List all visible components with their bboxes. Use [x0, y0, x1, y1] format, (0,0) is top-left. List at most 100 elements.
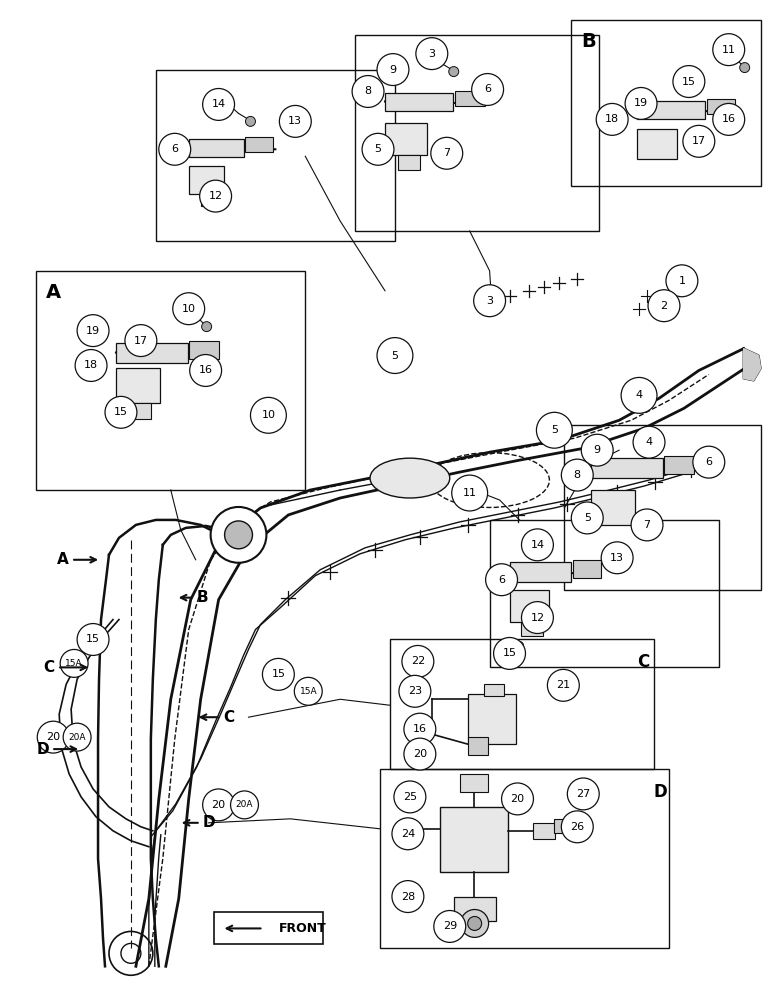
Text: D: D — [653, 783, 667, 801]
Bar — [637, 101, 705, 119]
Text: 1: 1 — [678, 276, 685, 286]
Text: 3: 3 — [429, 49, 435, 59]
Circle shape — [631, 509, 663, 541]
Text: 15A: 15A — [65, 659, 83, 668]
Bar — [484, 684, 503, 696]
Circle shape — [362, 133, 394, 165]
Circle shape — [159, 133, 191, 165]
Text: 8: 8 — [364, 86, 371, 96]
Text: 28: 28 — [401, 892, 415, 902]
Circle shape — [60, 649, 88, 677]
Bar — [189, 139, 244, 157]
Text: 16: 16 — [199, 365, 212, 375]
Bar — [380, 769, 669, 948]
Text: 4: 4 — [646, 437, 652, 447]
Text: 13: 13 — [288, 116, 303, 126]
Circle shape — [494, 637, 526, 669]
Circle shape — [225, 521, 252, 549]
Bar — [116, 343, 188, 363]
Text: 20: 20 — [413, 749, 427, 759]
Circle shape — [189, 355, 222, 386]
Text: 25: 25 — [403, 792, 417, 802]
Text: A: A — [57, 552, 69, 567]
Bar — [355, 35, 599, 231]
Text: 15: 15 — [503, 648, 516, 658]
Circle shape — [471, 74, 503, 105]
Circle shape — [673, 66, 705, 97]
Bar — [245, 137, 274, 152]
Text: 4: 4 — [636, 390, 643, 400]
Text: 6: 6 — [171, 144, 178, 154]
Text: 27: 27 — [576, 789, 591, 799]
Circle shape — [434, 911, 466, 942]
Circle shape — [105, 396, 137, 428]
Circle shape — [202, 89, 235, 120]
Circle shape — [173, 293, 205, 325]
Text: 12: 12 — [209, 191, 222, 201]
Circle shape — [562, 459, 593, 491]
Bar — [189, 166, 224, 194]
Circle shape — [77, 624, 109, 655]
Bar — [510, 590, 549, 622]
Circle shape — [468, 916, 481, 930]
Bar — [490, 520, 719, 667]
Text: 10: 10 — [182, 304, 196, 314]
Circle shape — [404, 713, 435, 745]
Circle shape — [245, 116, 255, 126]
Text: 20: 20 — [212, 800, 225, 810]
Text: 22: 22 — [411, 656, 425, 666]
Text: 15: 15 — [86, 634, 100, 644]
Circle shape — [516, 641, 523, 649]
Circle shape — [568, 778, 599, 810]
Bar — [571, 20, 761, 186]
Text: 20A: 20A — [68, 733, 86, 742]
Bar — [214, 912, 323, 944]
Bar — [36, 271, 306, 490]
Circle shape — [404, 738, 435, 770]
Text: 5: 5 — [391, 351, 399, 361]
Bar — [385, 123, 427, 155]
Bar — [385, 93, 453, 111]
Circle shape — [199, 180, 231, 212]
Text: 12: 12 — [530, 613, 545, 623]
Text: C: C — [637, 653, 649, 671]
Text: 29: 29 — [442, 921, 457, 931]
Text: 20A: 20A — [236, 800, 253, 809]
Text: FRONT: FRONT — [278, 922, 326, 935]
Circle shape — [740, 63, 749, 73]
Text: B: B — [581, 32, 596, 51]
Circle shape — [522, 529, 553, 561]
Circle shape — [392, 881, 424, 912]
Text: 21: 21 — [556, 680, 571, 690]
Text: 23: 23 — [408, 686, 422, 696]
Text: 7: 7 — [643, 520, 651, 530]
Bar — [533, 823, 555, 839]
Circle shape — [402, 645, 434, 677]
Text: 24: 24 — [401, 829, 415, 839]
Circle shape — [75, 350, 107, 381]
Text: 6: 6 — [498, 575, 505, 585]
Circle shape — [486, 564, 517, 596]
Bar — [522, 622, 543, 636]
Text: 17: 17 — [134, 336, 148, 346]
Text: 14: 14 — [212, 99, 225, 109]
Bar — [637, 129, 677, 159]
Bar — [591, 490, 635, 525]
Circle shape — [202, 322, 212, 332]
Circle shape — [621, 377, 657, 413]
Text: 5: 5 — [584, 513, 591, 523]
Text: A: A — [47, 283, 61, 302]
Text: 9: 9 — [594, 445, 601, 455]
Text: 19: 19 — [634, 98, 648, 108]
Circle shape — [377, 338, 413, 373]
Text: 11: 11 — [463, 488, 477, 498]
Bar — [398, 155, 420, 170]
Text: 16: 16 — [722, 114, 736, 124]
Text: 9: 9 — [390, 65, 397, 75]
Bar — [454, 897, 496, 921]
Text: 7: 7 — [443, 148, 450, 158]
Bar — [390, 639, 654, 769]
Text: 17: 17 — [691, 136, 706, 146]
Circle shape — [377, 54, 409, 86]
Circle shape — [63, 723, 91, 751]
